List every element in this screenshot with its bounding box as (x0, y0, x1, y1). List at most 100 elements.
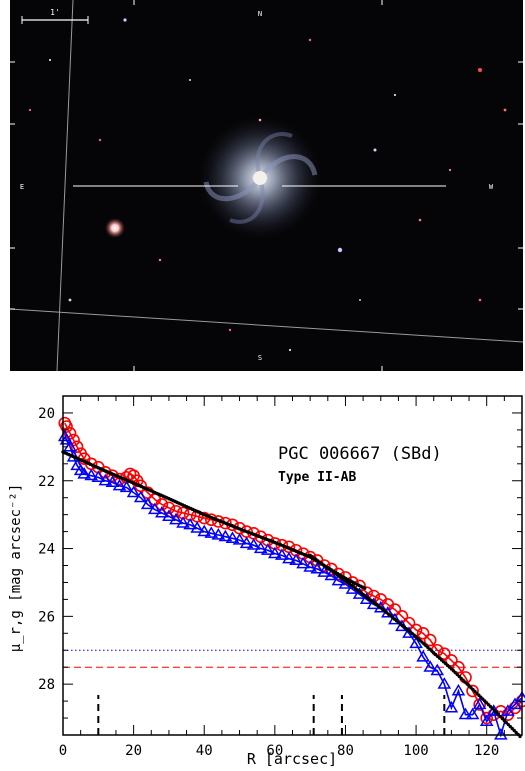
point-g-8 (91, 470, 106, 482)
point-r-21 (169, 504, 183, 518)
point-r-28 (219, 516, 232, 530)
point-g-54 (416, 650, 430, 662)
point-r-4 (70, 440, 84, 454)
y-tick-label: 26 (38, 609, 55, 625)
x-tick-label: 100 (403, 743, 428, 759)
y-tick-label: 28 (38, 677, 55, 693)
point-r-1 (60, 420, 73, 433)
scale-bar-label: 1' (50, 8, 60, 17)
point-g-56 (430, 663, 445, 676)
point-g-27 (225, 531, 240, 543)
point-g-60 (458, 707, 473, 720)
bright-star (105, 218, 125, 238)
point-g-9 (98, 473, 113, 486)
point-g-66 (501, 704, 515, 716)
point-g-40 (317, 565, 332, 577)
plot-data-layer (57, 416, 525, 740)
point-g-29 (239, 536, 254, 549)
point-r-20 (162, 501, 176, 515)
point-r-19 (155, 498, 169, 511)
surface-brightness-chart: 0 20 40 60 80 100 120 20 22 24 26 28 PGC 006667 (SB… (8, 395, 525, 768)
point-g-17 (155, 505, 169, 518)
x-tick-label: 60 (266, 743, 283, 759)
point-g-23 (197, 524, 212, 537)
point-g-37 (296, 556, 310, 569)
galaxy (198, 116, 322, 240)
fit-inner-dot (363, 586, 367, 590)
point-g-1 (59, 433, 74, 445)
point-g-2 (63, 439, 77, 452)
point-g-61 (465, 707, 480, 720)
x-tick-label: 120 (474, 743, 499, 759)
point-g-30 (246, 538, 261, 550)
point-g-4 (70, 458, 84, 471)
field-edges (10, 0, 523, 371)
point-g-35 (282, 551, 296, 564)
point-r-59 (438, 647, 451, 660)
point-r-65 (480, 711, 493, 725)
compass-east: E (20, 183, 24, 191)
point-g-39 (310, 561, 325, 574)
galaxy-image-panel: 1' N E W S (10, 0, 523, 371)
point-g-55 (423, 660, 438, 672)
point-r-63 (466, 684, 479, 698)
point-g-59 (451, 683, 466, 696)
point-g-14 (133, 490, 148, 503)
point-g-33 (268, 546, 282, 559)
point-g-42 (331, 573, 346, 586)
frame-ticks (10, 0, 523, 371)
scale-bar: 1' (21, 8, 89, 24)
point-g-19 (169, 512, 183, 525)
x-tick-label: 40 (196, 743, 213, 759)
y-tick-label: 20 (38, 406, 55, 422)
point-g-41 (324, 568, 339, 581)
compass-south: S (258, 354, 262, 362)
point-r-56 (416, 627, 430, 640)
point-g-32 (260, 543, 275, 555)
point-g-24 (204, 526, 219, 538)
point-g-38 (303, 560, 317, 572)
point-g-34 (275, 548, 289, 560)
point-r-61 (452, 660, 465, 674)
series-g-line (64, 436, 523, 738)
x-tick-label: 20 (125, 743, 142, 759)
compass-north: N (258, 10, 262, 18)
point-r-57 (423, 633, 437, 647)
point-g-6 (77, 466, 91, 479)
chart-title: PGC 006667 (SBd) (278, 444, 442, 464)
point-g-53 (409, 636, 423, 649)
point-g-21 (183, 517, 197, 530)
x-tick-label: 0 (59, 743, 67, 759)
point-g-62 (472, 697, 487, 710)
point-g-18 (162, 509, 176, 521)
point-g-20 (176, 516, 190, 528)
background-stars (28, 18, 507, 352)
point-g-25 (211, 528, 226, 540)
y-tick-label: 24 (38, 542, 55, 558)
point-g-36 (289, 553, 303, 566)
point-g-11 (112, 478, 127, 491)
compass-west: W (489, 183, 494, 191)
point-g-15 (140, 497, 155, 510)
x-tick-label: 80 (337, 743, 354, 759)
axis-layer: 0 20 40 60 80 100 120 20 22 24 26 28 (38, 396, 523, 759)
point-g-28 (232, 533, 247, 545)
y-axis-label: μ_r,g [mag arcsec⁻²] (8, 484, 24, 653)
point-g-22 (190, 521, 204, 533)
y-tick-label: 22 (38, 474, 55, 490)
point-g-64 (486, 704, 501, 716)
point-g-7 (84, 468, 99, 481)
point-g-12 (119, 480, 134, 493)
point-g-67 (508, 697, 522, 710)
point-g-57 (437, 677, 452, 689)
point-r-60 (445, 654, 458, 667)
point-g-26 (218, 529, 233, 542)
point-g-65 (494, 728, 508, 740)
series-r-line (64, 422, 523, 720)
point-g-31 (253, 541, 268, 554)
point-g-13 (126, 485, 141, 498)
point-g-10 (105, 475, 120, 488)
point-g-16 (147, 502, 162, 515)
x-axis-label: R [arcsec] (247, 750, 337, 768)
chart-subtitle: Type II-AB (278, 470, 356, 485)
